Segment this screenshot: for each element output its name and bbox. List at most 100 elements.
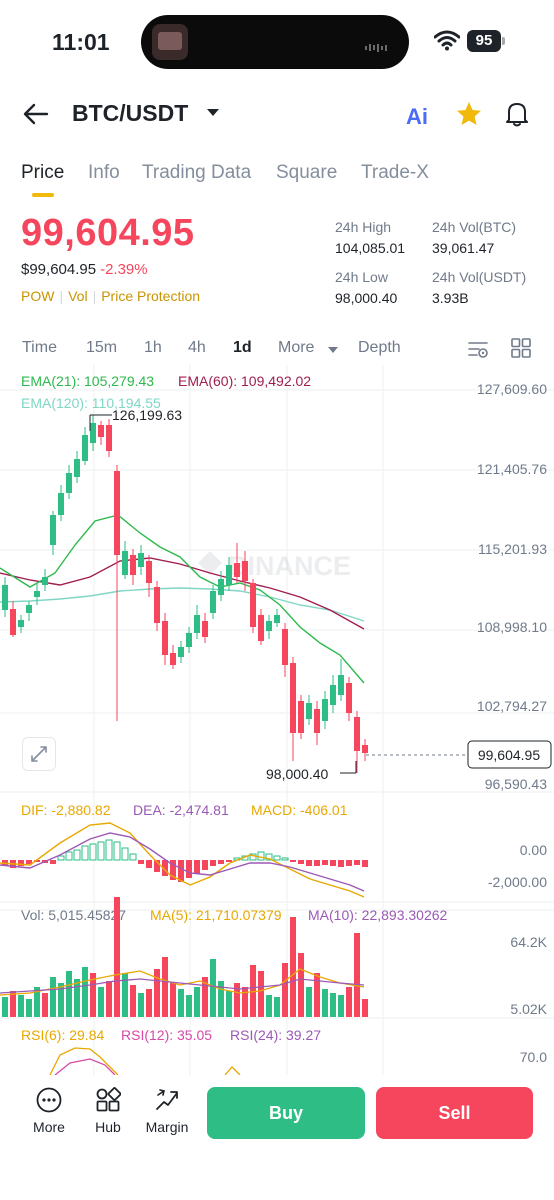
interval-4h[interactable]: 4h xyxy=(188,339,206,356)
candle-body xyxy=(154,587,160,623)
candle-body xyxy=(162,621,168,655)
volume-bar xyxy=(290,917,296,1017)
ema21-legend: EMA(21): 105,279.43 xyxy=(21,373,154,389)
macd-bar xyxy=(306,860,312,866)
favorite-star-icon[interactable] xyxy=(455,100,483,128)
macd-bar xyxy=(186,860,192,878)
candle-body xyxy=(338,675,344,695)
macd-bar xyxy=(170,860,176,880)
rsi24-legend: RSI(24): 39.27 xyxy=(230,1027,321,1043)
active-tab-indicator xyxy=(32,193,54,197)
back-arrow-icon[interactable] xyxy=(22,100,50,128)
tab-trade-x[interactable]: Trade-X xyxy=(361,162,429,183)
candle-body xyxy=(146,561,152,583)
macd-bar xyxy=(314,860,320,866)
interval-1h[interactable]: 1h xyxy=(144,339,162,356)
volume-bar xyxy=(354,933,360,1017)
volume-bar xyxy=(186,995,192,1017)
volume-bars xyxy=(2,897,368,1017)
tag-pow[interactable]: POW xyxy=(21,288,55,304)
ai-assistant-icon[interactable]: Ai xyxy=(406,104,428,129)
hub-button[interactable]: Hub xyxy=(83,1087,133,1135)
volume-bar xyxy=(154,969,160,1017)
ema21-line xyxy=(0,514,365,684)
ema60-legend: EMA(60): 109,492.02 xyxy=(178,373,311,389)
layout-grid-icon[interactable] xyxy=(511,338,531,358)
vol-ma5-legend: MA(5): 21,710.07379 xyxy=(150,907,282,923)
now-playing-thumbnail xyxy=(152,24,188,60)
candle-body xyxy=(226,565,232,585)
volume-bar xyxy=(18,995,24,1017)
volume-bar xyxy=(282,963,288,1017)
volume-bar xyxy=(66,971,72,1017)
candle-body xyxy=(354,717,360,751)
candle-body xyxy=(178,647,184,657)
volume-bar xyxy=(298,953,304,1017)
candlestick-chart[interactable]: BINANCE EMA(21): 105,279.43 EMA(60): 109… xyxy=(0,365,554,1075)
header: BTC/USDT Ai xyxy=(0,90,554,140)
candle-body xyxy=(42,577,48,585)
volume-bar xyxy=(322,989,328,1017)
candle-body xyxy=(258,615,264,641)
interval-1d[interactable]: 1d xyxy=(233,339,252,356)
candle-body xyxy=(170,653,176,665)
candle-body xyxy=(250,583,256,627)
high-price-marker: 126,199.63 xyxy=(112,407,182,423)
candle-body xyxy=(290,663,296,733)
notification-bell-icon[interactable] xyxy=(503,100,531,128)
sell-button[interactable]: Sell xyxy=(376,1087,533,1139)
indicator-settings-icon[interactable] xyxy=(467,338,489,360)
volume-bar xyxy=(314,973,320,1017)
price-fiat-row: $99,604.95 -2.39% xyxy=(21,261,148,278)
macd-bar xyxy=(65,851,73,861)
rsi6-legend: RSI(6): 29.84 xyxy=(21,1027,104,1043)
volume-bar xyxy=(146,989,152,1017)
interval-more[interactable]: More xyxy=(278,339,315,356)
tag-vol[interactable]: Vol xyxy=(68,288,88,304)
macd-bar xyxy=(273,855,281,861)
hub-icon xyxy=(96,1087,121,1112)
tab-price[interactable]: Price xyxy=(21,162,65,183)
detail-tabs: Price Info Trading Data Square Trade-X xyxy=(0,157,554,199)
ema120-legend: EMA(120): 110,194.55 xyxy=(21,395,161,411)
price-axis-label: 96,590.43 xyxy=(485,776,547,792)
buy-button[interactable]: Buy xyxy=(207,1087,365,1139)
interval-depth[interactable]: Depth xyxy=(358,339,401,356)
trading-pair-title[interactable]: BTC/USDT xyxy=(72,100,189,126)
macd-bar xyxy=(265,853,273,861)
more-dropdown-icon[interactable] xyxy=(328,347,338,353)
margin-button[interactable]: Margin xyxy=(142,1087,192,1135)
volume-bar xyxy=(362,999,368,1017)
candle-body xyxy=(306,703,312,719)
dynamic-island[interactable] xyxy=(141,15,409,69)
volume-bar xyxy=(250,965,256,1017)
macd-bar xyxy=(281,857,289,861)
volume-bar xyxy=(210,959,216,1017)
fiat-price: $99,604.95 xyxy=(21,261,97,278)
interval-15m[interactable]: 15m xyxy=(86,339,118,356)
ema120-line xyxy=(0,587,365,622)
rsi6-tail xyxy=(224,1066,241,1075)
macd-bar xyxy=(26,860,32,864)
tab-square[interactable]: Square xyxy=(276,162,338,183)
tab-info[interactable]: Info xyxy=(88,162,120,183)
candles-group xyxy=(2,415,368,773)
tag-price-protection[interactable]: Price Protection xyxy=(101,288,201,304)
macd-bar xyxy=(202,860,208,870)
pair-dropdown-icon[interactable] xyxy=(207,109,219,116)
fullscreen-expand-button[interactable] xyxy=(22,737,56,771)
volume-bar xyxy=(266,995,272,1017)
candle-body xyxy=(2,585,8,610)
candle-body xyxy=(298,701,304,733)
candle-body xyxy=(234,563,240,577)
macd-bar xyxy=(34,860,40,862)
more-menu-button[interactable]: More xyxy=(24,1087,74,1135)
volume-bar xyxy=(82,967,88,1017)
hub-label: Hub xyxy=(95,1119,121,1135)
tab-trading-data[interactable]: Trading Data xyxy=(142,162,252,183)
volume-bar xyxy=(178,989,184,1017)
stat-24h-vol-usdt: 24h Vol(USDT) 3.93B xyxy=(432,269,527,306)
macd-bar xyxy=(298,860,304,864)
interval-time[interactable]: Time xyxy=(22,339,57,356)
candle-body xyxy=(18,620,24,627)
